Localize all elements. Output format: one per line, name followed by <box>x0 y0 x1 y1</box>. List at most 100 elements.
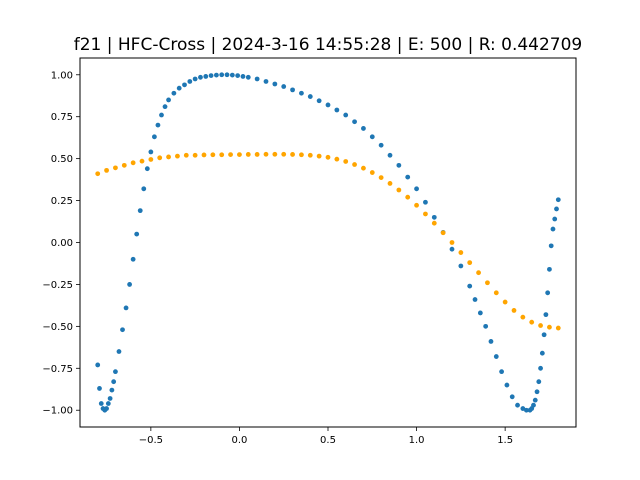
series-1-point <box>235 73 241 79</box>
series-2-point <box>201 152 207 158</box>
series-2-point <box>130 160 136 166</box>
series-1-point <box>515 402 520 408</box>
y-tick-label: −0.75 <box>42 364 73 375</box>
x-tick-label: 1.5 <box>497 435 513 446</box>
y-tick-label: 0.25 <box>51 196 73 207</box>
series-1-point <box>534 389 540 395</box>
series-2-point <box>237 152 242 158</box>
series-2-point <box>157 155 163 161</box>
y-tick-label: −0.50 <box>42 322 73 333</box>
series-1-point <box>467 283 473 289</box>
series-1-point <box>97 386 102 391</box>
series-1-point <box>545 290 551 296</box>
series-1-point <box>547 266 552 272</box>
series-2-point <box>520 314 526 320</box>
series-2-point <box>405 194 411 200</box>
series-1-point <box>423 199 428 205</box>
series-1-point <box>369 134 375 140</box>
series-1-point <box>488 339 494 344</box>
series-2-point <box>245 152 251 157</box>
series-1-point <box>144 166 150 172</box>
series-1-point <box>325 102 331 108</box>
series-1-point <box>127 282 132 287</box>
series-1-point <box>361 126 366 131</box>
series-1-point <box>171 90 177 96</box>
series-2-point <box>529 319 535 325</box>
series-1-point <box>504 382 510 388</box>
series-1-point <box>431 214 437 220</box>
series-1-point <box>176 85 182 91</box>
series-1-point <box>477 310 483 316</box>
series-1-point <box>113 369 118 375</box>
series-1-point <box>378 142 384 148</box>
series-1-point <box>116 349 122 354</box>
series-2-point <box>307 152 313 158</box>
series-1-point <box>123 305 129 311</box>
series-2-point <box>148 157 154 162</box>
series-1-point <box>214 72 219 78</box>
series-1-point <box>137 208 143 214</box>
series-2-point <box>485 280 490 286</box>
series-2-point <box>254 152 260 157</box>
series-2-point <box>290 152 295 157</box>
series-2-point <box>228 152 233 158</box>
series-1-point <box>272 81 278 87</box>
series-1-point <box>219 72 225 78</box>
series-1-point <box>493 354 499 359</box>
series-2-point <box>325 154 331 160</box>
y-tick-label: −0.25 <box>42 280 73 291</box>
series-1-point <box>543 312 549 318</box>
y-tick-label: 1.00 <box>51 70 73 81</box>
y-tick-label: 0.00 <box>51 238 73 249</box>
plot-area-frame <box>79 57 577 428</box>
series-2-point <box>555 325 561 331</box>
y-tick-label: −1.00 <box>42 406 73 417</box>
series-2-point <box>166 154 171 160</box>
series-2-point <box>316 153 322 159</box>
series-1-point <box>245 74 251 80</box>
series-2-point <box>449 240 455 245</box>
series-2-point <box>104 167 109 173</box>
series-1-point <box>555 197 561 203</box>
series-2-point <box>538 323 543 328</box>
series-2-point <box>343 159 349 164</box>
series-1-point <box>141 186 147 192</box>
series-2-point <box>113 165 118 171</box>
data-points <box>95 72 561 413</box>
series-1-point <box>182 82 187 88</box>
series-2-point <box>192 152 198 158</box>
series-2-point <box>299 152 304 158</box>
series-2-point <box>396 187 402 193</box>
series-2-point <box>361 165 366 171</box>
series-1-point <box>449 246 455 252</box>
series-1-point <box>532 397 538 403</box>
series-2-point <box>263 151 269 157</box>
x-tick-label: 0.0 <box>231 435 247 446</box>
series-1-point <box>105 401 111 406</box>
series-2-point <box>378 175 384 180</box>
series-1-point <box>458 263 464 269</box>
series-2-point <box>272 151 278 157</box>
series-2-point <box>414 202 419 208</box>
x-tick-label: −0.5 <box>139 435 163 446</box>
series-1-point <box>109 387 115 393</box>
series-1-point <box>524 407 529 413</box>
series-2-point <box>139 158 145 164</box>
series-1-point <box>548 243 554 249</box>
series-1-point <box>536 379 542 385</box>
series-1-point <box>229 72 235 78</box>
series-2-point <box>334 156 340 162</box>
series-1-point <box>539 350 545 356</box>
series-1-point <box>531 402 536 408</box>
series-1-point <box>281 84 287 89</box>
series-1-point <box>550 226 556 232</box>
series-1-point <box>352 119 357 125</box>
series-1-point <box>155 122 161 128</box>
series-1-point <box>192 76 198 82</box>
series-1-point <box>159 112 164 118</box>
series-1-point <box>307 94 313 99</box>
series-2-point <box>458 250 464 255</box>
series-1-point <box>120 327 125 333</box>
